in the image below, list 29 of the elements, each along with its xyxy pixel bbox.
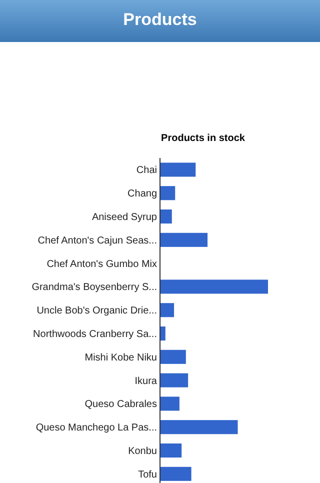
y-tick-label: Grandma's Boysenberry S... <box>32 282 157 294</box>
bar <box>160 326 166 341</box>
y-tick-label: Chef Anton's Gumbo Mix <box>46 258 157 270</box>
y-tick-label: Chai <box>136 165 157 176</box>
bar <box>160 232 208 247</box>
y-tick-label: Northwoods Cranberry Sa... <box>33 329 157 340</box>
bar <box>160 350 186 364</box>
chart-title: Products <box>123 10 197 29</box>
y-tick-label: Queso Cabrales <box>84 399 157 410</box>
bar <box>160 396 180 411</box>
bar <box>160 162 196 177</box>
y-tick-label: Tofu <box>138 469 157 480</box>
y-tick-label: Konbu <box>128 446 157 457</box>
bar <box>160 209 172 224</box>
bar <box>160 186 176 200</box>
bar <box>160 443 182 458</box>
bar <box>160 373 188 388</box>
y-tick-label: Queso Manchego La Pas... <box>36 422 157 434</box>
y-tick-label: Chef Anton's Cajun Seas... <box>38 235 157 246</box>
bar <box>160 420 238 434</box>
y-tick-label: Mishi Kobe Niku <box>84 352 157 364</box>
bar <box>160 280 268 294</box>
chart-subtitle: Products in stock <box>161 133 246 144</box>
bar <box>160 466 192 481</box>
bar <box>160 303 174 318</box>
y-tick-label: Chang <box>128 188 157 200</box>
y-tick-label: Ikura <box>134 376 158 387</box>
y-tick-label: Uncle Bob's Organic Drie... <box>36 306 157 317</box>
y-tick-label: Aniseed Syrup <box>92 212 158 223</box>
